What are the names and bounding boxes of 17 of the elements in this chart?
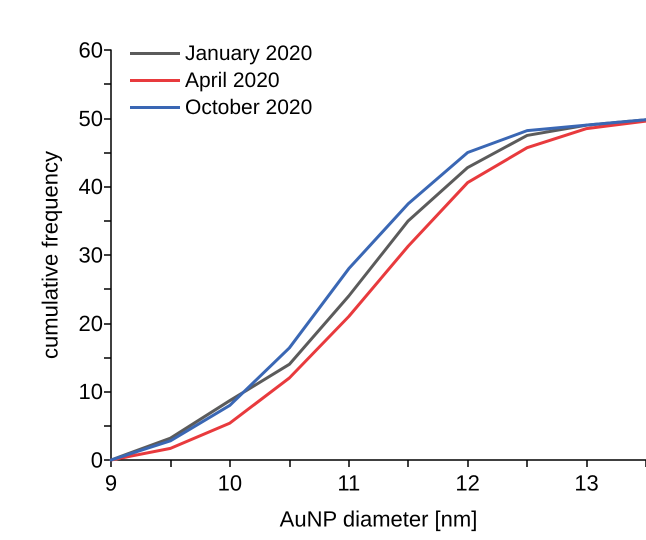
- y-tick-label: 50: [78, 106, 103, 131]
- x-tick-label: 10: [218, 470, 242, 496]
- x-axis-title: AuNP diameter [nm]: [280, 506, 478, 532]
- legend-label: October 2020: [185, 96, 312, 119]
- y-axis-title: cumulative frequency: [38, 151, 62, 359]
- y-tick-label: 60: [78, 38, 103, 62]
- legend-label: January 2020: [185, 42, 312, 65]
- y-tick-label: 0: [90, 448, 103, 472]
- y-tick-label: 40: [78, 174, 103, 200]
- y-tick-label: 20: [78, 310, 103, 336]
- y-tick-label: 10: [78, 379, 103, 404]
- y-tick-label: 30: [78, 242, 103, 268]
- x-tick-label: 9: [104, 470, 118, 496]
- x-tick-label: 13: [574, 470, 599, 496]
- x-tick-label: 11: [337, 470, 360, 496]
- legend-label: April 2020: [185, 69, 280, 92]
- x-tick-label: 12: [455, 470, 480, 496]
